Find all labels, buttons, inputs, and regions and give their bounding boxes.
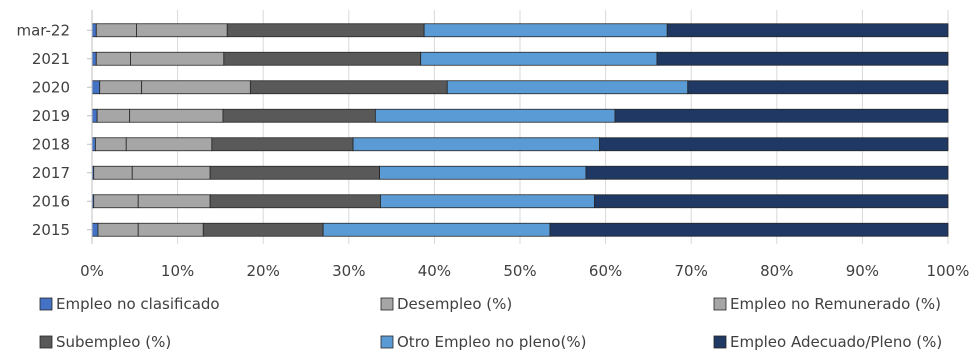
legend-swatch [39, 297, 53, 311]
legend-item: Empleo no Remunerado (%) [713, 295, 941, 313]
bar-segment [93, 165, 133, 180]
bar-segment [249, 80, 448, 95]
category-label: mar-22 [16, 21, 70, 39]
bar-segment [222, 108, 376, 123]
bar-segment [223, 51, 422, 66]
category-label: 2021 [32, 50, 70, 68]
x-tick-label: 60% [589, 262, 622, 280]
bar-segment [226, 23, 425, 38]
legend-item: Empleo no clasificado [39, 295, 220, 313]
bar-segment [374, 108, 616, 123]
bar-segment [97, 222, 139, 237]
legend-label: Empleo no Remunerado (%) [730, 295, 941, 313]
bar-segment [209, 194, 381, 209]
bar-segment [91, 108, 98, 123]
axes: 0% 10% 20% 30% 40% 50% 60% 70% 80% 90% 100% mar-22 2… [16, 10, 969, 280]
category-label: 2020 [32, 78, 70, 96]
legend-label: Desempleo (%) [397, 295, 512, 313]
category-label: 2019 [32, 107, 70, 125]
bar-segment [137, 194, 211, 209]
bar-segment [137, 222, 204, 237]
bar-segment [91, 80, 101, 95]
category-label: 2015 [32, 221, 70, 239]
legend-label: Otro Empleo no pleno(%) [397, 333, 586, 351]
bar-segment [131, 165, 211, 180]
bar-segment [599, 137, 949, 152]
bar-segment [93, 194, 139, 209]
bar-segment [656, 51, 949, 66]
bar-segment [420, 51, 658, 66]
x-tick-label: 10% [161, 262, 194, 280]
legend-swatch [713, 297, 727, 311]
bar-segment [322, 222, 551, 237]
bar-segment [202, 222, 324, 237]
category-label: 2018 [32, 135, 70, 153]
bar-segment [95, 137, 127, 152]
bar-segment [379, 165, 587, 180]
bar-segment [423, 23, 668, 38]
bar-segment [96, 108, 131, 123]
bars [91, 23, 949, 237]
x-tick-label: 100% [927, 262, 970, 280]
legend-item: Desempleo (%) [380, 295, 512, 313]
bar-segment [614, 108, 949, 123]
bar-segment [380, 194, 595, 209]
legend-item: Empleo Adecuado/Pleno (%) [713, 333, 942, 351]
bar-segment [594, 194, 949, 209]
bar-segment [91, 23, 97, 38]
legend-swatch [39, 335, 53, 349]
category-label: 2016 [32, 192, 70, 210]
legend-swatch [713, 335, 727, 349]
legend-swatch [380, 297, 394, 311]
bar-segment [549, 222, 949, 237]
x-tick-label: 80% [760, 262, 793, 280]
gridlines [91, 10, 949, 244]
bar-segment [352, 137, 601, 152]
bar-segment [211, 137, 354, 152]
bar-segment [141, 80, 251, 95]
bar-segment [99, 80, 143, 95]
bar-segment [95, 23, 137, 38]
bar-segment [209, 165, 381, 180]
legend-item: Otro Empleo no pleno(%) [380, 333, 586, 351]
bar-segment [585, 165, 949, 180]
legend-item: Subempleo (%) [39, 333, 171, 351]
bar-segment [136, 23, 228, 38]
x-tick-label: 90% [846, 262, 879, 280]
legend-label: Empleo Adecuado/Pleno (%) [730, 333, 942, 351]
bar-segment [446, 80, 689, 95]
bar-segment [666, 23, 949, 38]
legend: Empleo no clasificado Desempleo (%) Empleo… [39, 295, 942, 351]
bar-segment [91, 51, 97, 66]
x-tick-label: 20% [247, 262, 280, 280]
bar-segment [95, 51, 131, 66]
x-tick-label: 40% [418, 262, 451, 280]
legend-label: Empleo no clasificado [56, 295, 220, 313]
x-tick-label: 70% [675, 262, 708, 280]
bar-segment [129, 108, 224, 123]
x-tick-label: 30% [332, 262, 365, 280]
bar-segment [125, 137, 213, 152]
x-tick-label: 0% [80, 262, 104, 280]
legend-swatch [380, 335, 394, 349]
bar-segment [91, 222, 99, 237]
bar-segment [130, 51, 225, 66]
legend-label: Subempleo (%) [56, 333, 171, 351]
bar-segment [91, 137, 96, 152]
x-tick-label: 50% [503, 262, 536, 280]
category-label: 2017 [32, 164, 70, 182]
bar-segment [687, 80, 949, 95]
